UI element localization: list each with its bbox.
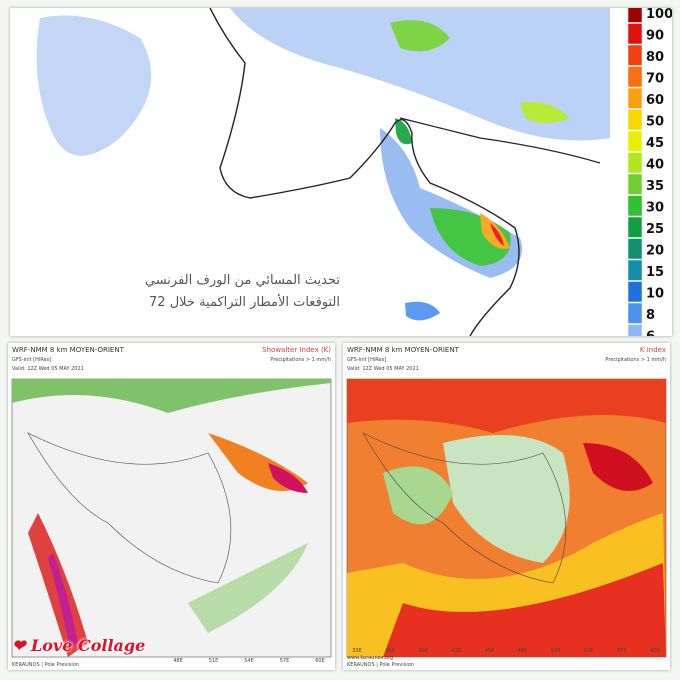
legend-label: 10 bbox=[646, 286, 664, 301]
lon-label: 54E bbox=[244, 658, 254, 664]
legend-label: 20 bbox=[646, 243, 664, 258]
legend-label: 90 bbox=[646, 28, 664, 43]
legend-label: 45 bbox=[646, 136, 664, 151]
legend-swatch bbox=[627, 259, 643, 281]
lon-label: 51E bbox=[209, 658, 219, 664]
legend-swatch bbox=[627, 152, 643, 174]
legend-swatch bbox=[627, 302, 643, 324]
logo: ❤ Love Collage bbox=[12, 636, 146, 655]
coastline bbox=[209, 8, 520, 336]
footer: KERAUNOS | Pole Prevision bbox=[12, 662, 79, 668]
legend-label: 40 bbox=[646, 157, 664, 172]
lon-label: 33E bbox=[352, 648, 362, 654]
lon-label: 48E bbox=[518, 648, 528, 654]
lon-label: 60E bbox=[315, 658, 325, 664]
coastline bbox=[399, 117, 601, 164]
legend-label: 15 bbox=[646, 265, 664, 280]
model-title: WRF-NMM 8 km MOYEN-ORIENT bbox=[347, 346, 460, 354]
footer: KERAUNOS | Pole Prevision bbox=[347, 662, 414, 668]
rain-map: تحديث المسائي من الورف الفرنسي التوقعات … bbox=[10, 8, 672, 336]
legend-swatch bbox=[627, 109, 643, 131]
legend-swatch bbox=[627, 130, 643, 152]
legend-label: 6 bbox=[646, 329, 655, 336]
legend-label: 100 bbox=[646, 8, 672, 22]
index-title: Showalter Index (K) bbox=[262, 346, 331, 354]
legend-label: 70 bbox=[646, 71, 664, 86]
legend-label: 50 bbox=[646, 114, 664, 129]
init: GFS-init [HiRes] bbox=[12, 357, 51, 363]
lon-label: 42E bbox=[452, 648, 462, 654]
precip-note: Precipitations > 1 mm/h bbox=[605, 357, 666, 363]
lon-label: 57E bbox=[280, 658, 290, 664]
rain-field bbox=[36, 8, 610, 321]
legend-swatch bbox=[627, 324, 643, 336]
lon-label: 39E bbox=[418, 648, 428, 654]
lon-label: 45E bbox=[485, 648, 495, 654]
k-index-panel: WRF-NMM 8 km MOYEN-ORIENT K Index GFS-in… bbox=[343, 343, 670, 670]
showalter-map: WRF-NMM 8 km MOYEN-ORIENT Showalter Inde… bbox=[11, 346, 332, 668]
legend-label: 25 bbox=[646, 222, 664, 237]
index-title: K Index bbox=[640, 346, 666, 354]
legend-label: 8 bbox=[646, 308, 655, 323]
precip-note: Precipitations > 1 mm/h bbox=[270, 357, 331, 363]
logo-text: Love Collage bbox=[30, 636, 146, 655]
legend-swatch bbox=[627, 87, 643, 109]
valid-time: Valid: 12Z Wed 05 MAY 2021 bbox=[347, 366, 419, 372]
caption: تحديث المسائي من الورف الفرنسي bbox=[145, 273, 341, 288]
lon-label: 51E bbox=[551, 648, 561, 654]
legend-swatch bbox=[627, 44, 643, 66]
lon-label: 36E bbox=[385, 648, 395, 654]
legend-swatch bbox=[627, 195, 643, 217]
legend-label: 80 bbox=[646, 50, 664, 65]
legend-label: 60 bbox=[646, 93, 664, 108]
caption: التوقعات الأمطار التراكمية خلال 72 bbox=[149, 293, 340, 310]
k-index-map: WRF-NMM 8 km MOYEN-ORIENT K Index GFS-in… bbox=[346, 346, 667, 668]
legend-swatch bbox=[627, 23, 643, 45]
legend: 100 90 80 70 60 50 45 40 35 30 25 20 15 10 8 6 bbox=[627, 8, 672, 336]
valid-time: Valid: 12Z Wed 05 MAY 2021 bbox=[12, 366, 84, 372]
legend-label: 30 bbox=[646, 200, 664, 215]
lon-label: 60E bbox=[650, 648, 660, 654]
lon-label: 48E bbox=[173, 658, 183, 664]
legend-swatch bbox=[627, 8, 643, 23]
lon-label: 54E bbox=[584, 648, 594, 654]
model-title: WRF-NMM 8 km MOYEN-ORIENT bbox=[12, 346, 125, 354]
legend-swatch bbox=[627, 173, 643, 195]
legend-swatch bbox=[627, 216, 643, 238]
legend-swatch bbox=[627, 238, 643, 260]
init: GFS-init [HiRes] bbox=[347, 357, 386, 363]
lon-label: 57E bbox=[617, 648, 627, 654]
legend-swatch bbox=[627, 281, 643, 303]
legend-swatch bbox=[627, 66, 643, 88]
site: www.keraunos.org bbox=[347, 655, 393, 661]
rain-map-panel: تحديث المسائي من الورف الفرنسي التوقعات … bbox=[10, 8, 672, 336]
legend-label: 35 bbox=[646, 179, 664, 194]
showalter-panel: WRF-NMM 8 km MOYEN-ORIENT Showalter Inde… bbox=[8, 343, 335, 670]
